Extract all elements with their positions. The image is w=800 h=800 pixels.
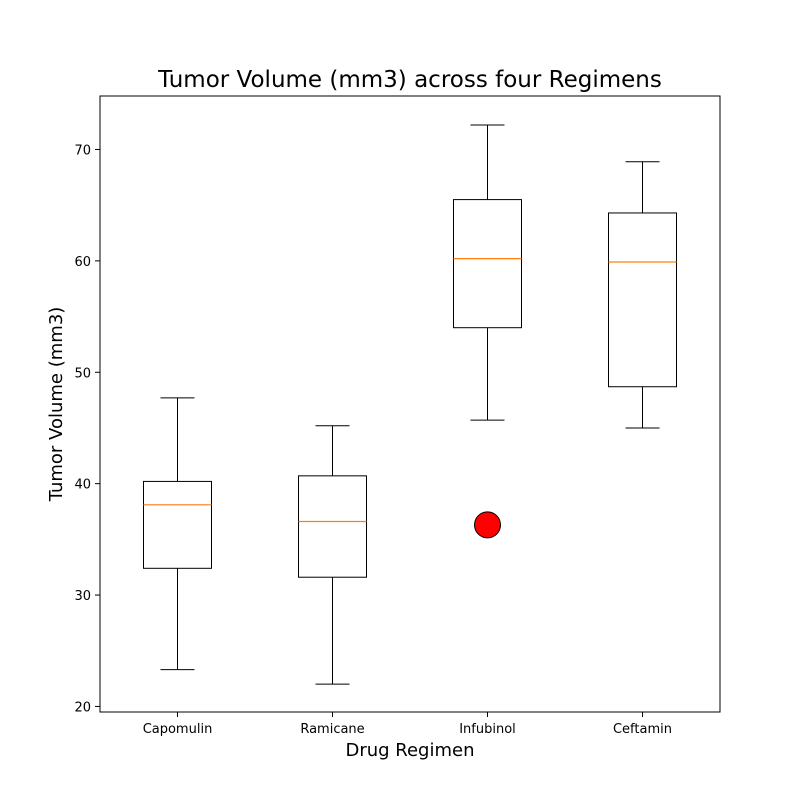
box-capomulin — [143, 397, 212, 671]
box-ceftamin — [608, 161, 677, 429]
y-tick-label: 60 — [74, 255, 91, 270]
y-tick-label: 20 — [74, 700, 91, 715]
outlier-point — [474, 511, 501, 539]
box-series — [143, 124, 677, 685]
iqr-box — [143, 480, 212, 569]
y-axis-ticks: 20 30 40 50 60 70 — [74, 143, 100, 715]
x-tick-label-ceftamin: Ceftamin — [613, 722, 672, 737]
x-tick-label-capomulin: Capomulin — [143, 722, 213, 737]
y-axis-label: Tumor Volume (mm3) — [46, 307, 67, 503]
y-tick-label: 50 — [74, 366, 91, 381]
iqr-box — [298, 475, 367, 578]
x-tick-label-infubinol: Infubinol — [459, 722, 516, 737]
box-infubinol — [453, 124, 522, 539]
plot-area-frame — [99, 95, 721, 713]
iqr-box — [608, 212, 677, 388]
y-tick-label: 70 — [74, 143, 91, 158]
x-tick-label-ramicane: Ramicane — [300, 722, 364, 737]
y-tick-label: 40 — [74, 478, 91, 493]
iqr-box — [453, 199, 522, 329]
y-tick-label: 30 — [74, 589, 91, 604]
box-ramicane — [298, 425, 367, 685]
x-axis-label: Drug Regimen — [345, 740, 474, 761]
chart-title: Tumor Volume (mm3) across four Regimens — [157, 67, 662, 93]
x-axis-ticks: Capomulin Ramicane Infubinol Ceftamin — [143, 712, 672, 737]
